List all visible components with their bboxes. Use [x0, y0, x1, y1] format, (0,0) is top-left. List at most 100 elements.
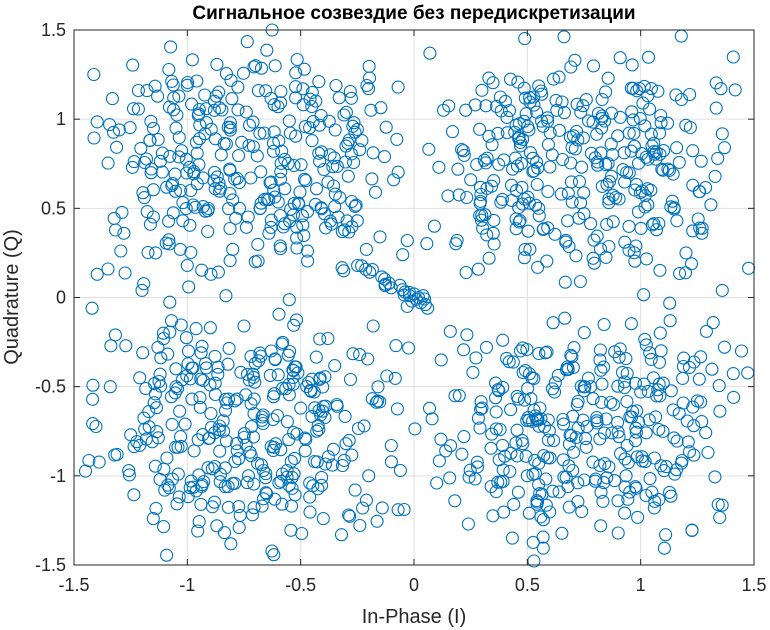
data-point [264, 175, 278, 189]
data-point [223, 116, 237, 130]
data-point [546, 316, 560, 330]
data-point [230, 171, 244, 185]
data-point [289, 66, 303, 80]
data-point [384, 438, 398, 453]
data-point [168, 167, 182, 181]
data-point [678, 266, 693, 280]
data-point [187, 444, 201, 458]
data-point [564, 156, 578, 170]
data-point [300, 244, 315, 258]
data-point [552, 70, 566, 84]
data-point [204, 406, 218, 421]
data-point [620, 394, 634, 409]
data-point [543, 160, 557, 174]
data-point [300, 205, 315, 219]
data-point [692, 372, 706, 386]
data-point [513, 139, 528, 153]
data-point [260, 487, 274, 501]
data-point [173, 404, 187, 418]
data-points [78, 23, 756, 568]
data-point [509, 212, 523, 226]
data-point [475, 83, 489, 97]
data-point [667, 201, 681, 215]
data-point [482, 129, 496, 143]
data-point [221, 357, 235, 371]
data-point [587, 256, 601, 270]
data-point [105, 92, 119, 106]
data-point [715, 283, 729, 297]
data-point [232, 520, 246, 535]
data-point [254, 61, 269, 75]
data-point [250, 149, 264, 163]
data-point [591, 155, 605, 169]
data-point [303, 505, 317, 519]
data-point [584, 217, 598, 231]
data-point [525, 371, 539, 385]
data-point [530, 155, 544, 169]
data-point [532, 201, 546, 215]
data-point [691, 212, 705, 226]
data-point [203, 321, 217, 335]
data-point [360, 78, 374, 93]
data-point [248, 255, 262, 269]
data-point [545, 148, 559, 162]
data-point [653, 326, 667, 340]
data-point [664, 384, 678, 398]
data-point [359, 493, 373, 507]
data-point [695, 221, 709, 235]
data-point [133, 438, 147, 452]
data-point [612, 430, 626, 444]
data-point [185, 53, 199, 67]
tick-labels: -1.5 -1 -0.5 0 0.5 1 1.5 -1.5 -1 -0.5 0 0.5 1 1.5 [35, 20, 767, 595]
data-point [207, 94, 222, 108]
data-point [139, 381, 153, 396]
data-point [264, 344, 278, 358]
data-point [190, 74, 204, 88]
data-point [236, 66, 251, 80]
data-point [516, 341, 530, 355]
data-point [198, 88, 212, 102]
data-point [434, 432, 448, 446]
data-point [262, 226, 276, 240]
data-point [350, 122, 364, 136]
data-point [489, 485, 503, 499]
x-tick-label: -1.5 [58, 575, 89, 595]
data-point [259, 486, 273, 500]
data-point [552, 123, 566, 137]
data-point [110, 140, 124, 154]
data-point [618, 452, 632, 466]
data-point [247, 501, 261, 515]
data-point [618, 375, 632, 389]
data-point [315, 145, 329, 159]
data-point [638, 189, 652, 203]
data-point [568, 142, 582, 156]
data-point [496, 333, 510, 347]
data-point [578, 380, 592, 394]
data-point [219, 289, 233, 303]
data-point [226, 242, 240, 256]
data-point [594, 519, 608, 533]
y-tick-label: -1.5 [35, 555, 66, 575]
data-point [570, 97, 584, 111]
data-point [673, 266, 687, 281]
data-point [164, 314, 179, 328]
data-point [224, 537, 238, 551]
data-point [480, 181, 494, 195]
data-point [165, 417, 179, 431]
data-point [527, 164, 541, 178]
data-point [625, 105, 639, 119]
data-point [408, 422, 422, 436]
data-point [353, 143, 367, 157]
data-point [694, 350, 708, 364]
data-point [315, 478, 329, 492]
data-point [298, 431, 312, 445]
data-point [307, 385, 321, 399]
data-point [586, 455, 600, 469]
data-point [110, 447, 124, 461]
data-point [193, 391, 207, 405]
data-point [140, 205, 154, 219]
data-point [303, 476, 317, 490]
data-point [307, 454, 322, 469]
data-point [162, 233, 176, 247]
data-point [211, 367, 225, 381]
